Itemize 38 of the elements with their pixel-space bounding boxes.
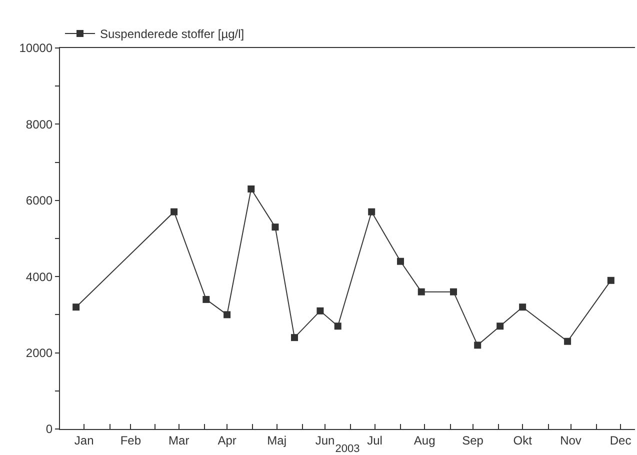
x-tick-label: Dec — [610, 433, 632, 448]
point — [291, 334, 298, 342]
point — [72, 304, 80, 311]
x-tick-label: Nov — [560, 433, 582, 448]
x-tick-label: Apr — [218, 433, 236, 448]
point — [418, 288, 425, 296]
y-tick-label: 0 — [46, 422, 53, 436]
point — [202, 296, 210, 303]
x-tick-label: Maj — [267, 433, 286, 448]
point — [272, 224, 279, 231]
y-tick-label: 10000 — [19, 41, 53, 56]
legend-label: Suspenderede stoffer [µg/l] — [100, 27, 244, 42]
x-tick-label: Sep — [462, 433, 484, 448]
point — [474, 342, 482, 349]
y-tick-label: 6000 — [26, 194, 53, 208]
point — [519, 304, 526, 311]
point — [170, 208, 178, 216]
x-tick-label: Mar — [168, 433, 190, 448]
point — [224, 311, 231, 318]
point — [334, 322, 342, 330]
x-tick-label: Jun — [315, 433, 335, 448]
x-tick-label: Jul — [367, 433, 382, 448]
y-tick-label: 8000 — [26, 117, 53, 132]
x-tick-label: Feb — [120, 433, 142, 448]
x-tick-label: Okt — [513, 433, 533, 448]
y-tick-label: 2000 — [26, 346, 53, 360]
y-tick-label: 4000 — [26, 270, 53, 284]
point — [607, 276, 614, 284]
point — [316, 307, 324, 314]
point — [368, 208, 376, 216]
x-tick-label: Jan — [74, 433, 94, 448]
x-axis-title: 2003 — [335, 443, 360, 455]
point — [496, 322, 504, 330]
point — [564, 338, 572, 345]
point — [397, 258, 404, 265]
point — [248, 185, 255, 192]
x-tick-label: Aug — [414, 433, 436, 448]
point — [450, 288, 458, 296]
